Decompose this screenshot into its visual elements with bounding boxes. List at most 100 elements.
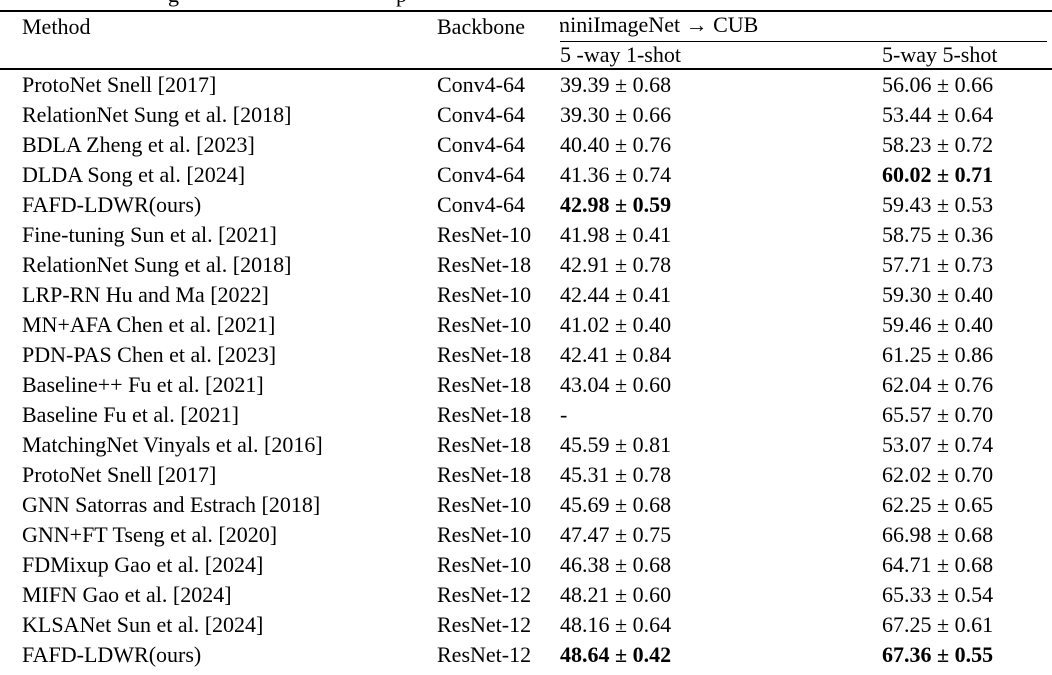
one-shot-cell: 45.59 ± 0.81: [560, 432, 672, 457]
col-header-1shot: 5 -way 1-shot: [560, 42, 882, 70]
method-cell: MIFN Gao et al. [2024]: [22, 582, 232, 607]
results-table: Method Backbone miniImageNet → CUB 5 -wa…: [0, 10, 1052, 670]
method-cell: PDN-PAS Chen et al. [2023]: [22, 342, 277, 367]
one-shot-cell: 48.21 ± 0.60: [560, 582, 672, 607]
one-shot-cell: 41.98 ± 0.41: [560, 222, 672, 247]
one-shot-cell: 46.38 ± 0.68: [560, 552, 672, 577]
one-shot-cell: 45.31 ± 0.78: [560, 462, 672, 487]
col-header-method: Method: [22, 14, 91, 39]
method-cell: DLDA Song et al. [2024]: [22, 162, 246, 187]
method-cell: RelationNet Sung et al. [2018]: [22, 252, 292, 277]
caption-descender-p: p: [396, 0, 407, 6]
table-body: ProtoNet Snell [2017] Conv4-64 39.39 ± 0.6…: [0, 69, 1052, 670]
five-shot-cell: 62.04 ± 0.76: [882, 372, 994, 397]
method-cell: ProtoNet Snell [2017]: [22, 462, 217, 487]
table-row: FAFD-LDWR(ours) ResNet-12 48.64 ± 0.42 67.3…: [0, 640, 1052, 670]
header-row-top: Method Backbone miniImageNet → CUB: [0, 11, 1052, 42]
table-row: Fine-tuning Sun et al. [2021] ResNet-10 41…: [0, 220, 1052, 250]
one-shot-cell: 42.41 ± 0.84: [560, 342, 672, 367]
backbone-cell: ResNet-18: [437, 432, 532, 457]
backbone-cell: ResNet-18: [437, 342, 532, 367]
method-cell: MN+AFA Chen et al. [2021]: [22, 312, 276, 337]
table-row: DLDA Song et al. [2024] Conv4-64 41.36 ± 0…: [0, 160, 1052, 190]
five-shot-cell: 62.25 ± 0.65: [882, 492, 994, 517]
five-shot-cell: 67.25 ± 0.61: [882, 612, 994, 637]
header-row-sub: 5 -way 1-shot 5-way 5-shot: [0, 42, 1052, 70]
five-shot-cell: 65.33 ± 0.54: [882, 582, 994, 607]
table-row: PDN-PAS Chen et al. [2023] ResNet-18 42.41…: [0, 340, 1052, 370]
table-row: KLSANet Sun et al. [2024] ResNet-12 48.16 …: [0, 610, 1052, 640]
method-cell: Baseline++ Fu et al. [2021]: [22, 372, 264, 397]
backbone-cell: Conv4-64: [437, 192, 525, 217]
one-shot-cell: 41.02 ± 0.40: [560, 312, 672, 337]
five-shot-cell: 62.02 ± 0.70: [882, 462, 994, 487]
five-shot-cell: 53.44 ± 0.64: [882, 102, 994, 127]
table-row: GNN+FT Tseng et al. [2020] ResNet-10 47.47…: [0, 520, 1052, 550]
five-shot-cell: 59.43 ± 0.53: [882, 192, 994, 217]
one-shot-cell: 39.30 ± 0.66: [560, 102, 672, 127]
method-cell: FDMixup Gao et al. [2024]: [22, 552, 264, 577]
five-shot-cell: 59.46 ± 0.40: [882, 312, 994, 337]
group-header-label: miniImageNet → CUB: [560, 12, 1047, 42]
backbone-cell: Conv4-64: [437, 132, 525, 157]
five-shot-cell: 56.06 ± 0.66: [882, 72, 994, 97]
five-shot-cell: 65.57 ± 0.70: [882, 402, 994, 427]
one-shot-cell: 47.47 ± 0.75: [560, 522, 672, 547]
table-row: ProtoNet Snell [2017] Conv4-64 39.39 ± 0.6…: [0, 69, 1052, 100]
table-row: RelationNet Sung et al. [2018] ResNet-18 4…: [0, 250, 1052, 280]
method-cell: ProtoNet Snell [2017]: [22, 72, 217, 97]
method-cell: KLSANet Sun et al. [2024]: [22, 612, 264, 637]
backbone-cell: ResNet-10: [437, 492, 532, 517]
method-cell: RelationNet Sung et al. [2018]: [22, 102, 292, 127]
header-spacer-backbone: [437, 42, 560, 70]
table-row: MN+AFA Chen et al. [2021] ResNet-10 41.02 …: [0, 310, 1052, 340]
five-shot-cell: 58.23 ± 0.72: [882, 132, 994, 157]
method-cell: Fine-tuning Sun et al. [2021]: [22, 222, 277, 247]
one-shot-cell: 48.64 ± 0.42: [560, 642, 672, 667]
table-row: BDLA Zheng et al. [2023] Conv4-64 40.40 ± …: [0, 130, 1052, 160]
five-shot-cell: 64.71 ± 0.68: [882, 552, 994, 577]
five-shot-cell: 53.07 ± 0.74: [882, 432, 994, 457]
backbone-cell: ResNet-10: [437, 552, 532, 577]
col-header-5shot: 5-way 5-shot: [882, 42, 1052, 70]
backbone-cell: ResNet-12: [437, 582, 532, 607]
method-cell: FAFD-LDWR(ours): [22, 192, 202, 217]
header-spacer-method: [0, 42, 437, 70]
col-group-header-miniimagenet-cub: miniImageNet → CUB: [560, 11, 1052, 42]
one-shot-cell: 39.39 ± 0.68: [560, 72, 672, 97]
backbone-cell: ResNet-10: [437, 522, 532, 547]
one-shot-cell: 43.04 ± 0.60: [560, 372, 672, 397]
five-shot-cell: 61.25 ± 0.86: [882, 342, 994, 367]
one-shot-cell: 40.40 ± 0.76: [560, 132, 672, 157]
one-shot-cell: 42.98 ± 0.59: [560, 192, 672, 217]
col-header-backbone: Backbone: [437, 14, 525, 39]
table-row: FDMixup Gao et al. [2024] ResNet-10 46.38 …: [0, 550, 1052, 580]
method-cell: MatchingNet Vinyals et al. [2016]: [22, 432, 323, 457]
table-row: RelationNet Sung et al. [2018] Conv4-64 39…: [0, 100, 1052, 130]
one-shot-cell: 48.16 ± 0.64: [560, 612, 672, 637]
backbone-cell: ResNet-10: [437, 282, 532, 307]
backbone-cell: Conv4-64: [437, 162, 525, 187]
method-cell: LRP-RN Hu and Ma [2022]: [22, 282, 269, 307]
five-shot-cell: 57.71 ± 0.73: [882, 252, 994, 277]
one-shot-cell: 45.69 ± 0.68: [560, 492, 672, 517]
table-row: MIFN Gao et al. [2024] ResNet-12 48.21 ± 0…: [0, 580, 1052, 610]
backbone-cell: ResNet-10: [437, 312, 532, 337]
table-row: LRP-RN Hu and Ma [2022] ResNet-10 42.44 ± …: [0, 280, 1052, 310]
backbone-cell: ResNet-18: [437, 372, 532, 397]
five-shot-cell: 67.36 ± 0.55: [882, 642, 994, 667]
table-row: GNN Satorras and Estrach [2018] ResNet-10…: [0, 490, 1052, 520]
table-row: ProtoNet Snell [2017] ResNet-18 45.31 ± 0.…: [0, 460, 1052, 490]
backbone-cell: ResNet-12: [437, 612, 532, 637]
backbone-cell: ResNet-18: [437, 462, 532, 487]
method-cell: Baseline Fu et al. [2021]: [22, 402, 239, 427]
five-shot-cell: 58.75 ± 0.36: [882, 222, 994, 247]
backbone-cell: ResNet-12: [437, 642, 532, 667]
method-cell: FAFD-LDWR(ours): [22, 642, 202, 667]
method-cell: GNN+FT Tseng et al. [2020]: [22, 522, 278, 547]
caption-fragment: g p: [0, 0, 1052, 10]
five-shot-cell: 60.02 ± 0.71: [882, 162, 994, 187]
table-header: Method Backbone miniImageNet → CUB 5 -wa…: [0, 11, 1052, 70]
backbone-cell: ResNet-18: [437, 402, 532, 427]
method-cell: BDLA Zheng et al. [2023]: [22, 132, 255, 157]
